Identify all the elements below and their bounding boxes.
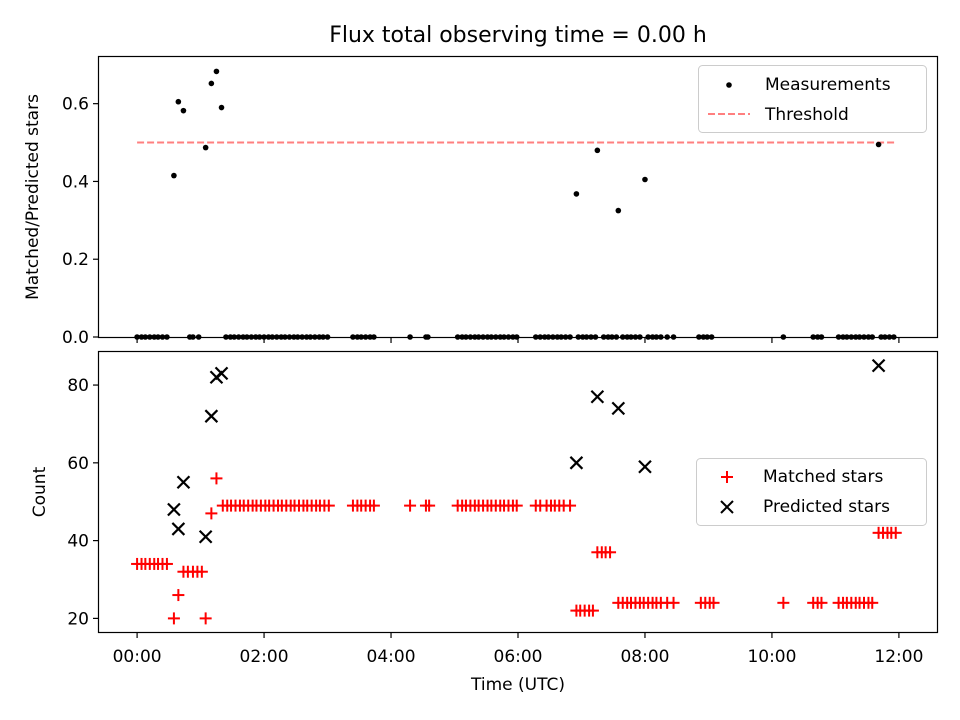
bottom-axes: 20 40 60 80 00:00 02:00 04:00 06:00 08:00 10:00 12… — [67, 376, 923, 667]
matched-star-point — [510, 499, 523, 512]
matched-star-point — [423, 499, 436, 512]
measurement-point — [202, 144, 209, 151]
legend-measurements-label: Measurements — [765, 75, 891, 95]
bottom-ylabel: Count — [30, 466, 50, 517]
matched-star-point — [195, 565, 208, 578]
bottom-ytick-label: 20 — [67, 609, 89, 629]
matched-star-point — [889, 526, 902, 539]
matched-star-point — [210, 472, 223, 485]
matched-star-point — [367, 499, 380, 512]
bottom-ytick-label: 40 — [67, 532, 89, 552]
bottom-xtick-label: 00:00 — [113, 647, 162, 667]
chart-title: Flux total observing time = 0.00 h — [329, 23, 707, 48]
measurement-point — [175, 98, 182, 105]
measurement-point — [208, 80, 215, 87]
matched-star-point — [564, 499, 577, 512]
top-ylabel: Matched/Predicted stars — [23, 94, 43, 300]
predicted-star-point — [638, 459, 652, 474]
measurement-point — [218, 104, 225, 111]
matched-star-point — [404, 499, 417, 512]
bottom-xtick-label: 10:00 — [747, 647, 796, 667]
bottom-xtick-label: 04:00 — [367, 647, 416, 667]
legend-predicted-marker — [720, 500, 734, 514]
predicted-star-point — [176, 475, 191, 490]
top-frame — [97, 55, 939, 339]
bottom-frame — [97, 350, 939, 634]
bottom-ytick-label: 60 — [67, 454, 89, 474]
measurement-point — [213, 68, 220, 75]
measurement-point — [180, 107, 187, 114]
bottom-xtick-label: 06:00 — [494, 647, 543, 667]
legend-threshold-label: Threshold — [764, 105, 849, 125]
matched-star-point — [160, 557, 173, 570]
legend-matched-label: Matched stars — [763, 467, 883, 487]
matched-star-point — [777, 596, 790, 609]
matched-star-point — [167, 612, 180, 625]
measurement-point — [615, 207, 622, 214]
bottom-ytick-label: 80 — [67, 376, 89, 396]
matched-star-point — [707, 596, 720, 609]
top-legend: Measurements Threshold — [698, 65, 927, 133]
measurement-point — [642, 176, 648, 183]
matched-star-point — [322, 499, 335, 512]
top-ytick-label: 0.4 — [62, 172, 89, 192]
top-panel: 0.0 0.2 0.4 0.6 Matched/Predicted stars Mea… — [23, 55, 939, 348]
bottom-xtick-label: 08:00 — [620, 647, 669, 667]
top-legend-box — [698, 65, 927, 133]
matched-star-point — [586, 604, 599, 617]
predicted-star-point — [204, 409, 219, 423]
bottom-legend: Matched stars Predicted stars — [696, 458, 927, 526]
top-ytick-label: 0.2 — [62, 250, 89, 270]
predicted-star-point — [198, 529, 213, 544]
bottom-plot-marks — [131, 358, 902, 625]
predicted-star-point — [611, 401, 626, 416]
bottom-xtick-label: 02:00 — [240, 647, 289, 667]
predicted-star-point — [167, 502, 181, 517]
predicted-star-point — [871, 358, 886, 373]
predicted-star-point — [214, 366, 229, 381]
predicted-star-point — [590, 389, 605, 404]
bottom-xlabel: Time (UTC) — [470, 675, 565, 695]
measurement-point — [875, 141, 882, 148]
measurement-point — [594, 147, 601, 154]
legend-predicted-label: Predicted stars — [763, 497, 890, 517]
matched-star-point — [604, 546, 617, 559]
bottom-legend-box — [696, 458, 927, 526]
matched-star-point — [815, 596, 828, 609]
matched-star-point — [667, 596, 680, 609]
top-axes: 0.0 0.2 0.4 0.6 — [62, 95, 900, 348]
matched-star-point — [199, 612, 212, 625]
predicted-star-point — [569, 456, 584, 470]
top-ytick-label: 0.6 — [62, 95, 89, 115]
predicted-star-point — [171, 522, 186, 536]
measurement-point — [573, 191, 580, 197]
matched-star-point — [866, 596, 879, 609]
legend-matched-marker — [721, 471, 733, 483]
matched-star-point — [172, 589, 185, 602]
measurement-point — [171, 172, 177, 179]
bottom-xtick-label: 12:00 — [874, 647, 923, 667]
top-ytick-label: 0.0 — [62, 328, 89, 348]
matched-star-point — [205, 507, 218, 520]
legend-measurements-marker — [726, 82, 732, 88]
bottom-panel: 20 40 60 80 00:00 02:00 04:00 06:00 08:00 10:00 12… — [30, 350, 939, 695]
